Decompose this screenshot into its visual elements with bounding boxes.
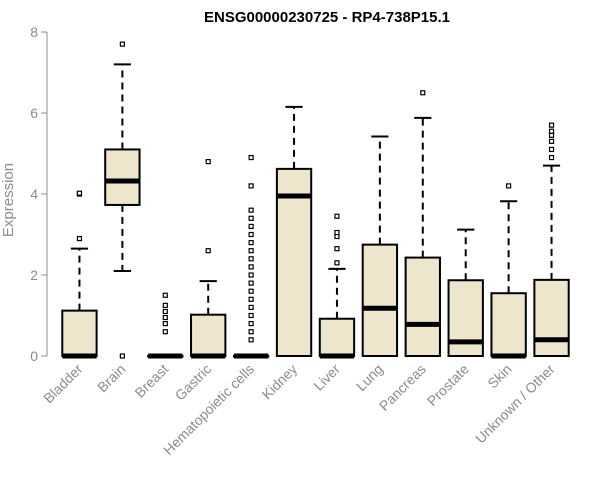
box bbox=[404, 256, 441, 357]
outlier-point bbox=[548, 138, 555, 144]
outlier-point bbox=[334, 233, 340, 240]
box bbox=[104, 148, 141, 206]
outlier-point bbox=[248, 154, 254, 161]
outlier-point bbox=[248, 256, 254, 262]
outlier-point bbox=[162, 314, 168, 321]
y-tick-label: 6 bbox=[30, 105, 38, 121]
x-tick-label: Breast bbox=[131, 361, 171, 401]
outlier-point bbox=[205, 159, 211, 165]
outlier-point bbox=[248, 248, 254, 254]
outlier-point bbox=[162, 329, 168, 335]
box bbox=[533, 278, 570, 357]
outlier-point bbox=[420, 90, 426, 96]
outlier-point bbox=[76, 235, 83, 242]
outlier-point bbox=[248, 223, 254, 229]
outlier-point bbox=[76, 190, 83, 196]
outlier-point bbox=[334, 260, 340, 266]
outlier-point bbox=[248, 215, 254, 221]
outlier-point bbox=[248, 304, 254, 310]
outlier-point bbox=[248, 280, 254, 286]
x-tick-label: Prostate bbox=[424, 361, 472, 409]
outlier-point bbox=[162, 302, 168, 308]
x-tick-label: Lung bbox=[353, 361, 386, 394]
outlier-point bbox=[119, 353, 125, 359]
x-tick-label: Bladder bbox=[40, 361, 86, 407]
outlier-point bbox=[248, 272, 254, 278]
box bbox=[275, 167, 313, 357]
outlier-point bbox=[248, 288, 254, 294]
outlier-point bbox=[162, 292, 168, 298]
outlier-point bbox=[248, 329, 254, 335]
outlier-point bbox=[248, 207, 254, 213]
outlier-point bbox=[119, 41, 125, 47]
outlier-point bbox=[162, 321, 168, 327]
outlier-point bbox=[334, 246, 340, 252]
box bbox=[447, 279, 484, 358]
box bbox=[490, 292, 527, 358]
outlier-point bbox=[248, 321, 254, 327]
outlier-point bbox=[205, 248, 211, 254]
outlier-point bbox=[548, 132, 555, 138]
box bbox=[361, 243, 399, 357]
x-tick-label: Liver bbox=[310, 361, 343, 394]
outlier-point bbox=[548, 122, 555, 128]
x-tick-label: Skin bbox=[484, 361, 515, 392]
y-tick-label: 2 bbox=[30, 267, 38, 283]
outlier-point bbox=[506, 183, 512, 189]
outlier-point bbox=[162, 308, 168, 315]
chart-title: ENSG00000230725 - RP4-738P15.1 bbox=[204, 9, 450, 26]
y-axis-label: Expression bbox=[0, 163, 17, 237]
x-tick-label: Kidney bbox=[259, 361, 301, 403]
outlier-point bbox=[248, 312, 254, 319]
x-tick-label: Gastric bbox=[172, 361, 215, 404]
outlier-point bbox=[548, 154, 555, 161]
box bbox=[318, 317, 356, 357]
y-tick-label: 4 bbox=[30, 186, 38, 202]
outlier-point bbox=[548, 128, 555, 134]
y-tick-label: 8 bbox=[30, 24, 38, 40]
x-tick-label: Brain bbox=[94, 361, 128, 395]
x-tick-label: Pancreas bbox=[376, 361, 429, 414]
outlier-point bbox=[248, 264, 254, 270]
outlier-point bbox=[248, 337, 254, 343]
box bbox=[61, 309, 98, 358]
outlier-point bbox=[248, 231, 254, 238]
outlier-point bbox=[548, 146, 555, 153]
y-tick-label: 0 bbox=[30, 348, 38, 364]
outlier-point bbox=[248, 240, 254, 246]
outlier-point bbox=[334, 213, 340, 219]
outlier-point bbox=[248, 296, 254, 302]
box bbox=[190, 313, 227, 358]
outlier-point bbox=[334, 229, 340, 236]
x-tick-label: Unknown / Other bbox=[472, 361, 558, 447]
outlier-point bbox=[248, 183, 254, 189]
